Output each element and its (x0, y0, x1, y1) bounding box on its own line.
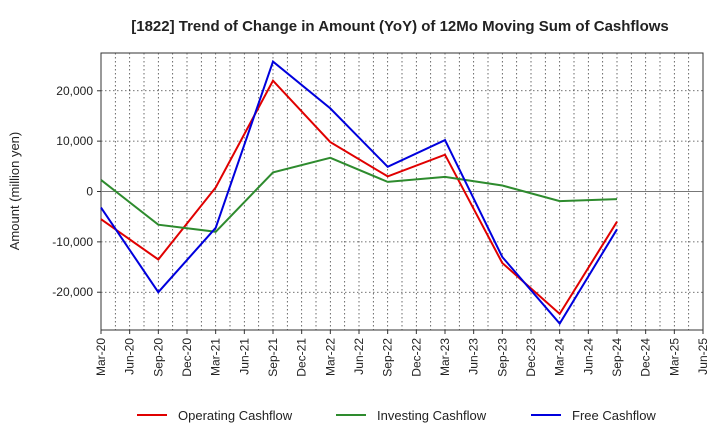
x-tick-label: Mar-21 (209, 338, 223, 376)
y-tick-label: 20,000 (56, 84, 93, 98)
y-tick-label: -20,000 (52, 285, 93, 299)
y-tick-label: 10,000 (56, 134, 93, 148)
x-tick-label: Mar-23 (438, 338, 452, 376)
x-tick-label: Mar-22 (323, 338, 337, 376)
x-tick-label: Dec-22 (409, 338, 423, 377)
operating-cashflow-line (100, 78, 618, 316)
x-tick-label: Sep-20 (151, 338, 165, 377)
x-tick-label: Mar-20 (94, 338, 108, 376)
legend-label-operating-cashflow: Operating Cashflow (178, 408, 293, 423)
x-tick-label: Dec-23 (524, 338, 538, 377)
x-tick-label: Mar-25 (667, 338, 681, 376)
x-tick-label: Dec-21 (295, 338, 309, 377)
x-tick-label: Jun-20 (123, 338, 137, 375)
y-axis-label: Amount (million yen) (7, 132, 22, 251)
x-tick-label: Sep-21 (266, 338, 280, 377)
x-axis-ticks: Mar-20 Jun-20 Sep-20 Dec-20 Mar-21 Jun-21 Sep-… (94, 330, 710, 377)
x-tick-label: Jun-22 (352, 338, 366, 375)
x-tick-label: Sep-24 (610, 338, 624, 377)
chart-title: [1822] Trend of Change in Amount (YoY) o… (131, 18, 669, 35)
x-tick-label: Dec-24 (639, 338, 653, 377)
x-tick-label: Jun-24 (581, 338, 595, 375)
y-axis-ticks: -20,000 -10,000 0 10,000 20,000 (52, 84, 101, 299)
free-cashflow-line (100, 59, 618, 326)
x-tick-label: Sep-23 (495, 338, 509, 377)
investing-cashflow-line (100, 156, 618, 233)
y-tick-label: -10,000 (52, 235, 93, 249)
x-tick-label: Jun-21 (237, 338, 251, 375)
series-layer (100, 59, 618, 326)
legend: Operating Cashflow Investing Cashflow Free… (137, 408, 656, 423)
legend-label-investing-cashflow: Investing Cashflow (377, 408, 487, 423)
x-tick-label: Dec-20 (180, 338, 194, 377)
x-tick-label: Sep-22 (381, 338, 395, 377)
grid-lines (101, 53, 703, 330)
x-tick-label: Mar-24 (553, 338, 567, 376)
legend-label-free-cashflow: Free Cashflow (572, 408, 656, 423)
y-tick-label: 0 (86, 185, 93, 199)
x-tick-label: Jun-25 (696, 338, 710, 375)
x-tick-label: Jun-23 (467, 338, 481, 375)
